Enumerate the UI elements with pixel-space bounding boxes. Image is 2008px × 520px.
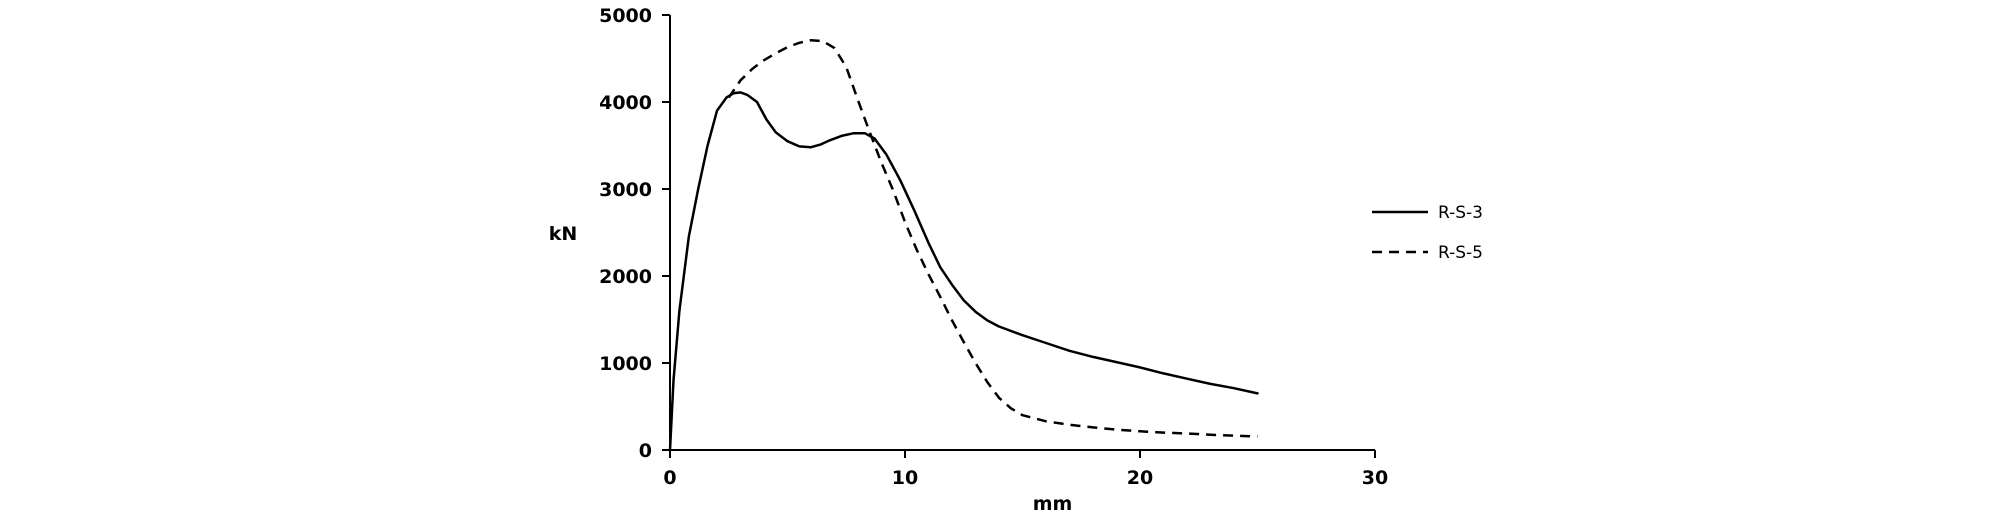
- legend-label: R-S-5: [1438, 243, 1483, 263]
- legend-item-r-s-5: R-S-5: [1372, 243, 1483, 263]
- series-r-s-5: [727, 38, 1258, 438]
- y-tick-label: 0: [639, 440, 652, 462]
- series-line: [727, 38, 1258, 438]
- x-tick-label: 30: [1362, 467, 1388, 489]
- x-tick-label: 0: [663, 467, 676, 489]
- x-axis-title: mm: [1033, 493, 1073, 515]
- x-tick-label: 10: [892, 467, 918, 489]
- y-tick-label: 3000: [599, 179, 652, 201]
- series-layer: [668, 38, 1259, 452]
- x-tick-label: 20: [1127, 467, 1153, 489]
- y-tick-label: 4000: [599, 92, 652, 114]
- y-axis-title: kN: [549, 223, 578, 245]
- legend: R-S-3 R-S-5: [1372, 203, 1483, 263]
- legend-label: R-S-3: [1438, 203, 1483, 223]
- y-tick-label: 5000: [599, 5, 652, 27]
- series-r-s-3: [668, 91, 1259, 452]
- legend-item-r-s-3: R-S-3: [1372, 203, 1483, 223]
- axes: 0 1000 2000 3000 4000 5000 0 10 20 30 mm kN: [549, 5, 1389, 515]
- y-tick-label: 2000: [599, 266, 652, 288]
- series-line: [668, 91, 1259, 452]
- y-tick-label: 1000: [599, 353, 652, 375]
